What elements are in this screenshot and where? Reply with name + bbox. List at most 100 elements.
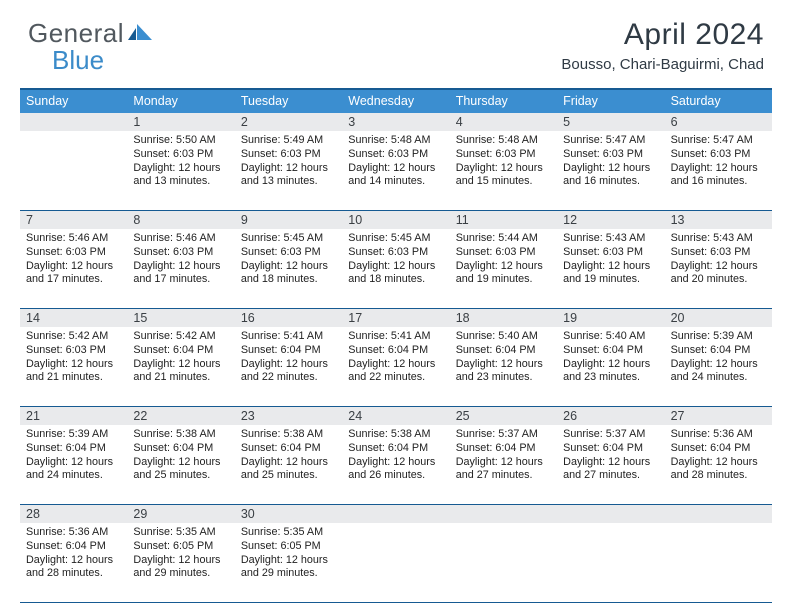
day-number: 9: [235, 211, 342, 229]
day-number: 15: [127, 309, 234, 327]
day-info-line: Sunset: 6:03 PM: [671, 148, 766, 162]
day-info-line: Daylight: 12 hours and 20 minutes.: [671, 260, 766, 288]
day-cell-body: Sunrise: 5:38 AMSunset: 6:04 PMDaylight:…: [346, 427, 445, 483]
day-number: 1: [127, 113, 234, 131]
day-number: 28: [20, 505, 127, 523]
day-cell-body: [454, 525, 553, 526]
day-number: 23: [235, 407, 342, 425]
day-cell-body: Sunrise: 5:43 AMSunset: 6:03 PMDaylight:…: [561, 231, 660, 287]
dow-label: Thursday: [450, 90, 557, 113]
dow-label: Sunday: [20, 90, 127, 113]
day-cell: Sunrise: 5:49 AMSunset: 6:03 PMDaylight:…: [235, 131, 342, 210]
day-info-line: Sunrise: 5:38 AM: [348, 428, 443, 442]
day-info-line: Daylight: 12 hours and 22 minutes.: [241, 358, 336, 386]
day-cell-body: Sunrise: 5:44 AMSunset: 6:03 PMDaylight:…: [454, 231, 553, 287]
day-info-line: Sunset: 6:04 PM: [456, 442, 551, 456]
day-info-line: Sunset: 6:03 PM: [26, 246, 121, 260]
day-info-line: Daylight: 12 hours and 18 minutes.: [348, 260, 443, 288]
daynum-row: 21222324252627: [20, 407, 772, 425]
day-number: 21: [20, 407, 127, 425]
day-cell: Sunrise: 5:43 AMSunset: 6:03 PMDaylight:…: [665, 229, 772, 308]
day-info-line: Sunset: 6:04 PM: [133, 442, 228, 456]
day-cell-body: Sunrise: 5:36 AMSunset: 6:04 PMDaylight:…: [24, 525, 123, 581]
day-info-line: Sunset: 6:04 PM: [456, 344, 551, 358]
week-row: Sunrise: 5:36 AMSunset: 6:04 PMDaylight:…: [20, 523, 772, 603]
day-cell: Sunrise: 5:37 AMSunset: 6:04 PMDaylight:…: [450, 425, 557, 504]
day-cell-body: Sunrise: 5:43 AMSunset: 6:03 PMDaylight:…: [669, 231, 768, 287]
day-cell: Sunrise: 5:41 AMSunset: 6:04 PMDaylight:…: [235, 327, 342, 406]
flag-icon: [128, 24, 154, 47]
day-info-line: Sunset: 6:04 PM: [26, 540, 121, 554]
day-info-line: Daylight: 12 hours and 14 minutes.: [348, 162, 443, 190]
day-info-line: Daylight: 12 hours and 22 minutes.: [348, 358, 443, 386]
day-info-line: Sunrise: 5:37 AM: [563, 428, 658, 442]
day-info-line: Sunrise: 5:37 AM: [456, 428, 551, 442]
day-info-line: Daylight: 12 hours and 23 minutes.: [563, 358, 658, 386]
day-cell: Sunrise: 5:38 AMSunset: 6:04 PMDaylight:…: [127, 425, 234, 504]
day-info-line: Sunset: 6:03 PM: [456, 148, 551, 162]
day-info-line: Sunset: 6:04 PM: [133, 344, 228, 358]
day-cell-body: Sunrise: 5:41 AMSunset: 6:04 PMDaylight:…: [346, 329, 445, 385]
day-info-line: Sunrise: 5:36 AM: [26, 526, 121, 540]
day-info-line: Sunset: 6:03 PM: [133, 148, 228, 162]
day-info-line: Sunrise: 5:42 AM: [26, 330, 121, 344]
day-info-line: Daylight: 12 hours and 21 minutes.: [26, 358, 121, 386]
day-number: [20, 113, 127, 131]
logo: General Blue: [28, 18, 154, 76]
day-info-line: Daylight: 12 hours and 23 minutes.: [456, 358, 551, 386]
dow-label: Tuesday: [235, 90, 342, 113]
day-cell: [342, 523, 449, 602]
day-info-line: Sunrise: 5:41 AM: [348, 330, 443, 344]
day-info-line: Sunrise: 5:40 AM: [563, 330, 658, 344]
day-info-line: Sunset: 6:03 PM: [456, 246, 551, 260]
day-number: 8: [127, 211, 234, 229]
day-number: 11: [450, 211, 557, 229]
day-info-line: Sunset: 6:03 PM: [563, 148, 658, 162]
day-info-line: Sunrise: 5:36 AM: [671, 428, 766, 442]
dow-label: Saturday: [665, 90, 772, 113]
day-cell-body: Sunrise: 5:35 AMSunset: 6:05 PMDaylight:…: [239, 525, 338, 581]
day-info-line: Sunrise: 5:47 AM: [671, 134, 766, 148]
day-info-line: Sunrise: 5:47 AM: [563, 134, 658, 148]
daynum-row: 123456: [20, 113, 772, 131]
day-info-line: Daylight: 12 hours and 15 minutes.: [456, 162, 551, 190]
day-number: 19: [557, 309, 664, 327]
day-info-line: Sunset: 6:03 PM: [26, 344, 121, 358]
day-number: 30: [235, 505, 342, 523]
day-info-line: Sunrise: 5:45 AM: [241, 232, 336, 246]
day-cell-body: Sunrise: 5:47 AMSunset: 6:03 PMDaylight:…: [561, 133, 660, 189]
day-cell: Sunrise: 5:48 AMSunset: 6:03 PMDaylight:…: [342, 131, 449, 210]
day-info-line: Daylight: 12 hours and 27 minutes.: [563, 456, 658, 484]
daynum-row: 282930: [20, 505, 772, 523]
dow-label: Friday: [557, 90, 664, 113]
day-cell: Sunrise: 5:35 AMSunset: 6:05 PMDaylight:…: [235, 523, 342, 602]
day-info-line: Sunset: 6:04 PM: [241, 344, 336, 358]
day-number: 18: [450, 309, 557, 327]
logo-text-blue: Blue: [52, 45, 154, 76]
day-number: 2: [235, 113, 342, 131]
day-cell: Sunrise: 5:42 AMSunset: 6:03 PMDaylight:…: [20, 327, 127, 406]
day-number: [450, 505, 557, 523]
day-number: 12: [557, 211, 664, 229]
day-info-line: Daylight: 12 hours and 26 minutes.: [348, 456, 443, 484]
day-cell-body: Sunrise: 5:39 AMSunset: 6:04 PMDaylight:…: [24, 427, 123, 483]
day-info-line: Sunrise: 5:46 AM: [133, 232, 228, 246]
day-number: 3: [342, 113, 449, 131]
day-info-line: Daylight: 12 hours and 25 minutes.: [133, 456, 228, 484]
day-cell-body: Sunrise: 5:48 AMSunset: 6:03 PMDaylight:…: [454, 133, 553, 189]
week-row: Sunrise: 5:42 AMSunset: 6:03 PMDaylight:…: [20, 327, 772, 407]
day-info-line: Daylight: 12 hours and 27 minutes.: [456, 456, 551, 484]
day-number: 25: [450, 407, 557, 425]
day-info-line: Sunrise: 5:46 AM: [26, 232, 121, 246]
day-info-line: Sunrise: 5:39 AM: [671, 330, 766, 344]
day-cell: Sunrise: 5:39 AMSunset: 6:04 PMDaylight:…: [20, 425, 127, 504]
day-info-line: Sunset: 6:03 PM: [563, 246, 658, 260]
day-info-line: Sunrise: 5:39 AM: [26, 428, 121, 442]
day-number: 20: [665, 309, 772, 327]
day-number: 29: [127, 505, 234, 523]
day-cell: Sunrise: 5:44 AMSunset: 6:03 PMDaylight:…: [450, 229, 557, 308]
day-cell-body: Sunrise: 5:45 AMSunset: 6:03 PMDaylight:…: [239, 231, 338, 287]
day-number: 10: [342, 211, 449, 229]
day-info-line: Sunrise: 5:44 AM: [456, 232, 551, 246]
location-label: Bousso, Chari-Baguirmi, Chad: [561, 56, 764, 73]
